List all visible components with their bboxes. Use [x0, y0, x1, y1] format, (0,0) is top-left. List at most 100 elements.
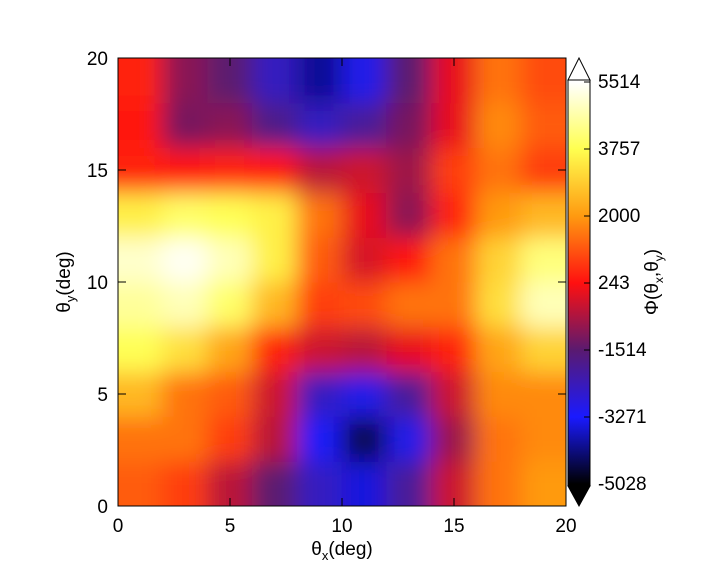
heat-cell [251, 102, 298, 149]
y-tick-label: 20 [87, 49, 108, 70]
heatmap [118, 58, 566, 506]
heat-cell [118, 102, 164, 149]
heat-cell [296, 191, 343, 238]
heat-cell [296, 460, 343, 506]
heat-cell [118, 191, 164, 238]
heat-cell [296, 371, 343, 417]
heat-cell [162, 460, 209, 506]
colorbar-extend-bottom [567, 485, 591, 508]
y-tick-label: 5 [97, 385, 108, 406]
heat-cell [118, 415, 164, 462]
heat-cell [251, 326, 298, 373]
heat-cell [207, 326, 253, 373]
heat-cell [341, 147, 388, 193]
heat-cell [118, 460, 164, 506]
heat-cell [431, 191, 477, 238]
x-tick-label: 15 [443, 516, 464, 537]
heat-cell [475, 102, 522, 149]
heat-cell [386, 58, 433, 104]
heat-cell [431, 281, 477, 328]
heat-cell [162, 191, 209, 238]
x-tick-label: 0 [113, 516, 124, 537]
heat-cell [386, 236, 433, 283]
heat-cell [341, 326, 388, 373]
heat-cell [207, 281, 253, 328]
heat-cell [475, 236, 522, 283]
heat-cell [162, 371, 209, 417]
colorbar-tick-label: 3757 [598, 139, 640, 160]
heat-cell [296, 281, 343, 328]
colorbar-tick-label: 243 [598, 273, 630, 294]
heat-cell [520, 102, 566, 149]
heat-cell [251, 147, 298, 193]
heat-cell [251, 191, 298, 238]
heat-cell [251, 236, 298, 283]
colorbar-extend-top [567, 56, 591, 81]
x-axis-label: θx(deg) [311, 539, 372, 563]
heat-cell [162, 326, 209, 373]
y-tick-label: 15 [87, 161, 108, 182]
heat-cell [386, 415, 433, 462]
heat-cell [207, 191, 253, 238]
x-tick-label: 5 [225, 516, 236, 537]
heat-cell [296, 147, 343, 193]
x-tick-label: 10 [331, 516, 352, 537]
heat-cell [341, 191, 388, 238]
heat-cell [296, 326, 343, 373]
heat-cell [475, 326, 522, 373]
heat-cell [341, 102, 388, 149]
heat-cell [251, 371, 298, 417]
heat-cell [431, 102, 477, 149]
heat-cell [162, 102, 209, 149]
heat-cell [341, 236, 388, 283]
heat-cell [341, 415, 388, 462]
heat-cell [251, 58, 298, 104]
heat-cell [207, 236, 253, 283]
heat-cell [475, 281, 522, 328]
heat-cell [386, 281, 433, 328]
colorbar-tick-label: 2000 [598, 206, 640, 227]
heat-cell [341, 460, 388, 506]
colorbar-label: Φ(θx,θy) [642, 249, 666, 315]
heat-cell [475, 147, 522, 193]
heat-cell [251, 281, 298, 328]
colorbar-tick-label: -5028 [598, 474, 647, 495]
heat-cell [386, 102, 433, 149]
heat-cell [475, 371, 522, 417]
heat-cell [162, 281, 209, 328]
heat-cell [296, 415, 343, 462]
heat-cell [431, 236, 477, 283]
heat-cell [207, 371, 253, 417]
heat-cell [520, 460, 566, 506]
heat-cell [118, 236, 164, 283]
heat-cell [341, 371, 388, 417]
heat-cell [251, 460, 298, 506]
heat-cell [118, 326, 164, 373]
y-tick-label: 0 [97, 497, 108, 518]
heat-cell [118, 58, 164, 104]
colorbar-tick-label: 5514 [598, 72, 641, 93]
heat-cell [386, 460, 433, 506]
heat-cell [162, 236, 209, 283]
heat-cell [520, 191, 566, 238]
heat-cell [431, 326, 477, 373]
heat-cell [475, 460, 522, 506]
heat-cell [520, 58, 566, 104]
heat-cell [118, 281, 164, 328]
y-axis-label: θy(deg) [54, 251, 78, 312]
heat-cell [386, 371, 433, 417]
heat-cell [251, 415, 298, 462]
heat-cell [431, 371, 477, 417]
heat-cell [520, 281, 566, 328]
heat-cell [431, 415, 477, 462]
heat-cell [475, 58, 522, 104]
heat-cell [207, 147, 253, 193]
heat-cell [386, 191, 433, 238]
heat-cell [475, 415, 522, 462]
colorbar-tick-label: -3271 [598, 407, 647, 428]
heat-cell [386, 326, 433, 373]
colorbar-tick-label: -1514 [598, 340, 647, 361]
heat-cell [431, 147, 477, 193]
heat-cell [162, 58, 209, 104]
